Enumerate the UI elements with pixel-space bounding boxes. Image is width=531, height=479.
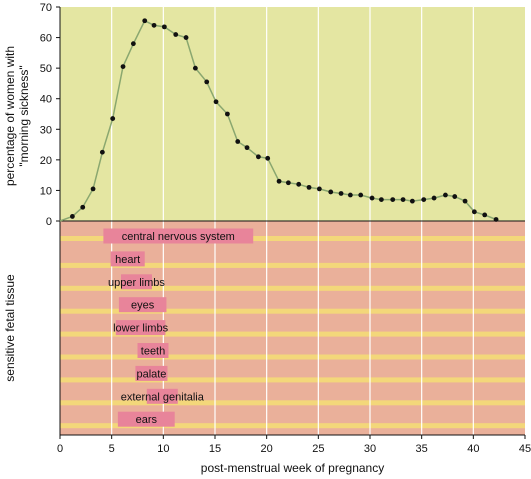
- tissue-bar: [146, 388, 178, 404]
- y-tick-label: 50: [40, 63, 52, 75]
- x-tick-label: 30: [364, 443, 376, 455]
- data-point: [151, 22, 157, 28]
- data-point: [409, 198, 415, 204]
- x-tick-label: 40: [467, 443, 479, 455]
- data-point: [390, 197, 396, 203]
- x-tick-label: 15: [209, 443, 221, 455]
- data-point: [276, 178, 282, 184]
- data-point: [400, 197, 406, 203]
- tissue-label: upper limbs: [108, 277, 165, 289]
- data-point: [452, 194, 458, 199]
- data-point: [90, 186, 96, 192]
- tissue-label: heart: [115, 254, 140, 266]
- tissue-bar: [135, 365, 168, 381]
- tissue-label: external genitalia: [121, 391, 205, 403]
- row-stripe: [60, 423, 525, 429]
- tissue-label: teeth: [141, 346, 165, 358]
- data-point: [306, 184, 312, 190]
- y-tick-label: 0: [46, 216, 52, 228]
- data-point: [347, 192, 353, 198]
- y-tick-label: 10: [40, 185, 52, 197]
- y-axis-title-upper: percentage of women with"morning sicknes…: [3, 46, 31, 186]
- data-point: [235, 139, 241, 144]
- data-point: [80, 204, 86, 210]
- x-tick-label: 20: [261, 443, 273, 455]
- y-axis-title-line: percentage of women with: [3, 46, 17, 186]
- tissue-label: palate: [136, 368, 166, 380]
- data-point: [316, 186, 322, 192]
- data-point: [161, 24, 167, 30]
- data-point: [244, 145, 250, 151]
- data-point: [378, 197, 384, 203]
- tissue-label: eyes: [131, 300, 155, 312]
- y-axis-title-line: "morning sickness": [17, 65, 31, 166]
- row-stripe: [60, 236, 525, 241]
- data-point: [225, 111, 230, 117]
- row-stripe: [60, 285, 525, 291]
- data-point: [285, 180, 291, 186]
- x-tick-label: 35: [416, 443, 428, 455]
- row-stripe: [60, 262, 525, 268]
- tissue-bar: [103, 228, 254, 244]
- x-tick-label: 45: [519, 443, 531, 455]
- y-tick-label: 40: [40, 94, 52, 106]
- x-axis-title: post-menstrual week of pregnancy: [201, 461, 384, 475]
- x-tick-label: 10: [157, 443, 169, 455]
- y-tick-label: 20: [40, 155, 52, 167]
- upper-plot-background: [60, 7, 525, 221]
- tissue-label: central nervous system: [122, 231, 235, 243]
- y-tick-label: 30: [40, 124, 52, 136]
- tissue-bar: [117, 411, 175, 427]
- data-point: [369, 195, 375, 201]
- data-point: [204, 79, 210, 85]
- data-point: [265, 155, 271, 161]
- data-point: [421, 197, 427, 203]
- data-point: [70, 214, 75, 219]
- data-point: [256, 154, 261, 160]
- data-point: [120, 64, 126, 70]
- tissue-bar: [137, 343, 169, 358]
- data-point: [338, 191, 344, 196]
- y-axis-title-lower: sensitive fetal tissue: [3, 274, 17, 382]
- data-point: [471, 209, 477, 215]
- x-tick-label: 5: [109, 443, 115, 455]
- row-stripe: [60, 377, 525, 383]
- row-stripe: [60, 354, 525, 360]
- row-stripe: [60, 308, 525, 314]
- data-point: [183, 35, 189, 40]
- data-point: [431, 195, 437, 201]
- tissue-bar: [115, 320, 166, 336]
- x-tick-label: 25: [312, 443, 324, 455]
- data-point: [130, 41, 136, 47]
- data-point: [110, 116, 116, 121]
- data-point: [213, 99, 219, 105]
- row-stripe: [60, 400, 525, 406]
- data-point: [296, 181, 302, 187]
- data-point: [493, 217, 499, 222]
- data-point: [142, 18, 148, 24]
- y-tick-label: 70: [40, 2, 52, 14]
- tissue-bar: [118, 297, 167, 313]
- y-tick-label: 60: [40, 33, 52, 45]
- data-point: [443, 192, 448, 198]
- row-stripe: [60, 331, 525, 337]
- data-point: [482, 212, 488, 218]
- data-point: [328, 189, 334, 195]
- data-point: [99, 149, 105, 155]
- data-point: [192, 65, 198, 71]
- data-point: [358, 192, 364, 198]
- tissue-bar: [110, 251, 145, 267]
- data-point: [173, 32, 179, 37]
- data-point: [462, 198, 468, 204]
- tissue-bar: [120, 274, 152, 290]
- tissue-label: ears: [136, 414, 158, 426]
- x-tick-label: 0: [57, 443, 63, 455]
- tissue-label: lower limbs: [113, 323, 169, 335]
